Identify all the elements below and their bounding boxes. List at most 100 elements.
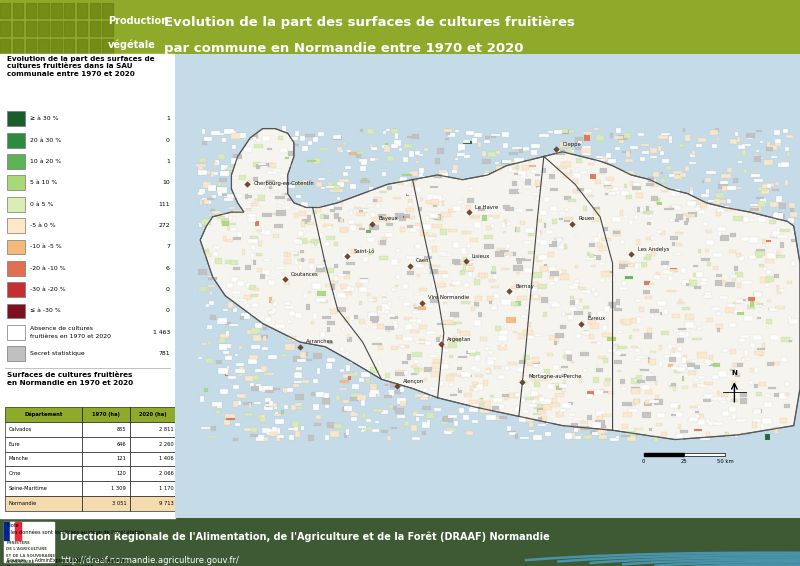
Bar [713, 375, 719, 379]
Bar [561, 366, 568, 368]
Bar [491, 134, 500, 136]
Bar [422, 176, 425, 180]
Bar [589, 333, 594, 339]
Bar [775, 428, 778, 430]
Bar [512, 147, 522, 149]
Bar [318, 132, 325, 136]
Text: Seine-Maritime: Seine-Maritime [9, 486, 48, 491]
Bar [480, 337, 487, 341]
Bar [654, 172, 659, 177]
Bar [778, 163, 787, 167]
Bar [531, 149, 538, 155]
Bar [584, 135, 590, 140]
Bar [645, 212, 650, 214]
Bar [263, 183, 270, 185]
Bar [701, 256, 704, 260]
Bar [734, 266, 738, 271]
Bar [470, 307, 474, 311]
Bar [478, 312, 482, 317]
Bar [330, 188, 338, 192]
Bar [749, 219, 755, 221]
Bar [592, 218, 599, 222]
Bar [786, 281, 792, 284]
Bar [518, 190, 523, 192]
Bar [533, 364, 538, 367]
Text: Note :
- les données sont localisées au siège de l'exploitation.: Note : - les données sont localisées au … [7, 522, 146, 535]
Bar [367, 128, 374, 134]
Bar [596, 363, 598, 366]
Bar [307, 160, 316, 162]
Bar [781, 357, 787, 362]
Bar [234, 354, 238, 357]
Bar [698, 414, 704, 418]
Bar [26, 21, 36, 36]
Bar [386, 128, 390, 131]
Bar [424, 148, 428, 152]
Bar [518, 333, 527, 339]
Bar [414, 367, 424, 371]
Bar [337, 198, 340, 200]
Bar [6, 466, 82, 481]
Bar [218, 338, 225, 342]
Bar [246, 284, 251, 288]
Bar [198, 189, 205, 194]
Bar [242, 206, 251, 208]
Bar [454, 336, 457, 338]
Bar [611, 349, 616, 353]
Bar [510, 252, 513, 256]
Bar [498, 331, 508, 335]
Bar [716, 324, 723, 329]
Bar [435, 158, 440, 164]
Bar [705, 249, 709, 252]
Bar [586, 134, 590, 136]
Bar [560, 142, 570, 147]
Bar [515, 209, 523, 212]
Bar [270, 191, 279, 192]
Bar [287, 198, 291, 200]
Bar [414, 410, 418, 412]
Bar [377, 190, 379, 192]
Bar [437, 216, 442, 221]
Bar [564, 157, 567, 161]
Bar [725, 282, 734, 287]
Bar [386, 327, 390, 332]
Bar [534, 404, 542, 409]
Bar [199, 224, 202, 227]
Bar [346, 334, 349, 339]
Bar [340, 284, 346, 289]
Bar [602, 391, 609, 393]
Bar [457, 153, 465, 156]
Bar [294, 213, 298, 218]
Bar [422, 224, 430, 230]
Bar [669, 205, 672, 208]
Bar [386, 233, 393, 237]
Bar [249, 181, 251, 183]
Bar [326, 186, 334, 188]
Bar [757, 392, 762, 396]
Bar [424, 378, 427, 381]
Bar [7, 133, 25, 148]
Bar [514, 331, 517, 333]
Bar [386, 384, 388, 385]
Bar [51, 39, 62, 54]
Bar [357, 212, 365, 216]
Bar [507, 426, 511, 431]
Bar [635, 358, 642, 361]
Bar [622, 319, 630, 324]
Bar [559, 218, 563, 220]
Bar [250, 434, 258, 437]
Bar [525, 397, 534, 400]
Bar [644, 356, 646, 358]
Bar [566, 435, 570, 440]
Bar [362, 427, 372, 430]
Bar [570, 301, 575, 305]
Bar [370, 392, 376, 397]
Text: 121: 121 [116, 456, 126, 461]
Bar [393, 288, 395, 291]
Bar [384, 395, 392, 398]
Bar [362, 178, 367, 181]
Bar [357, 153, 361, 157]
Bar [517, 297, 527, 300]
Bar [719, 296, 728, 299]
Bar [522, 354, 532, 358]
